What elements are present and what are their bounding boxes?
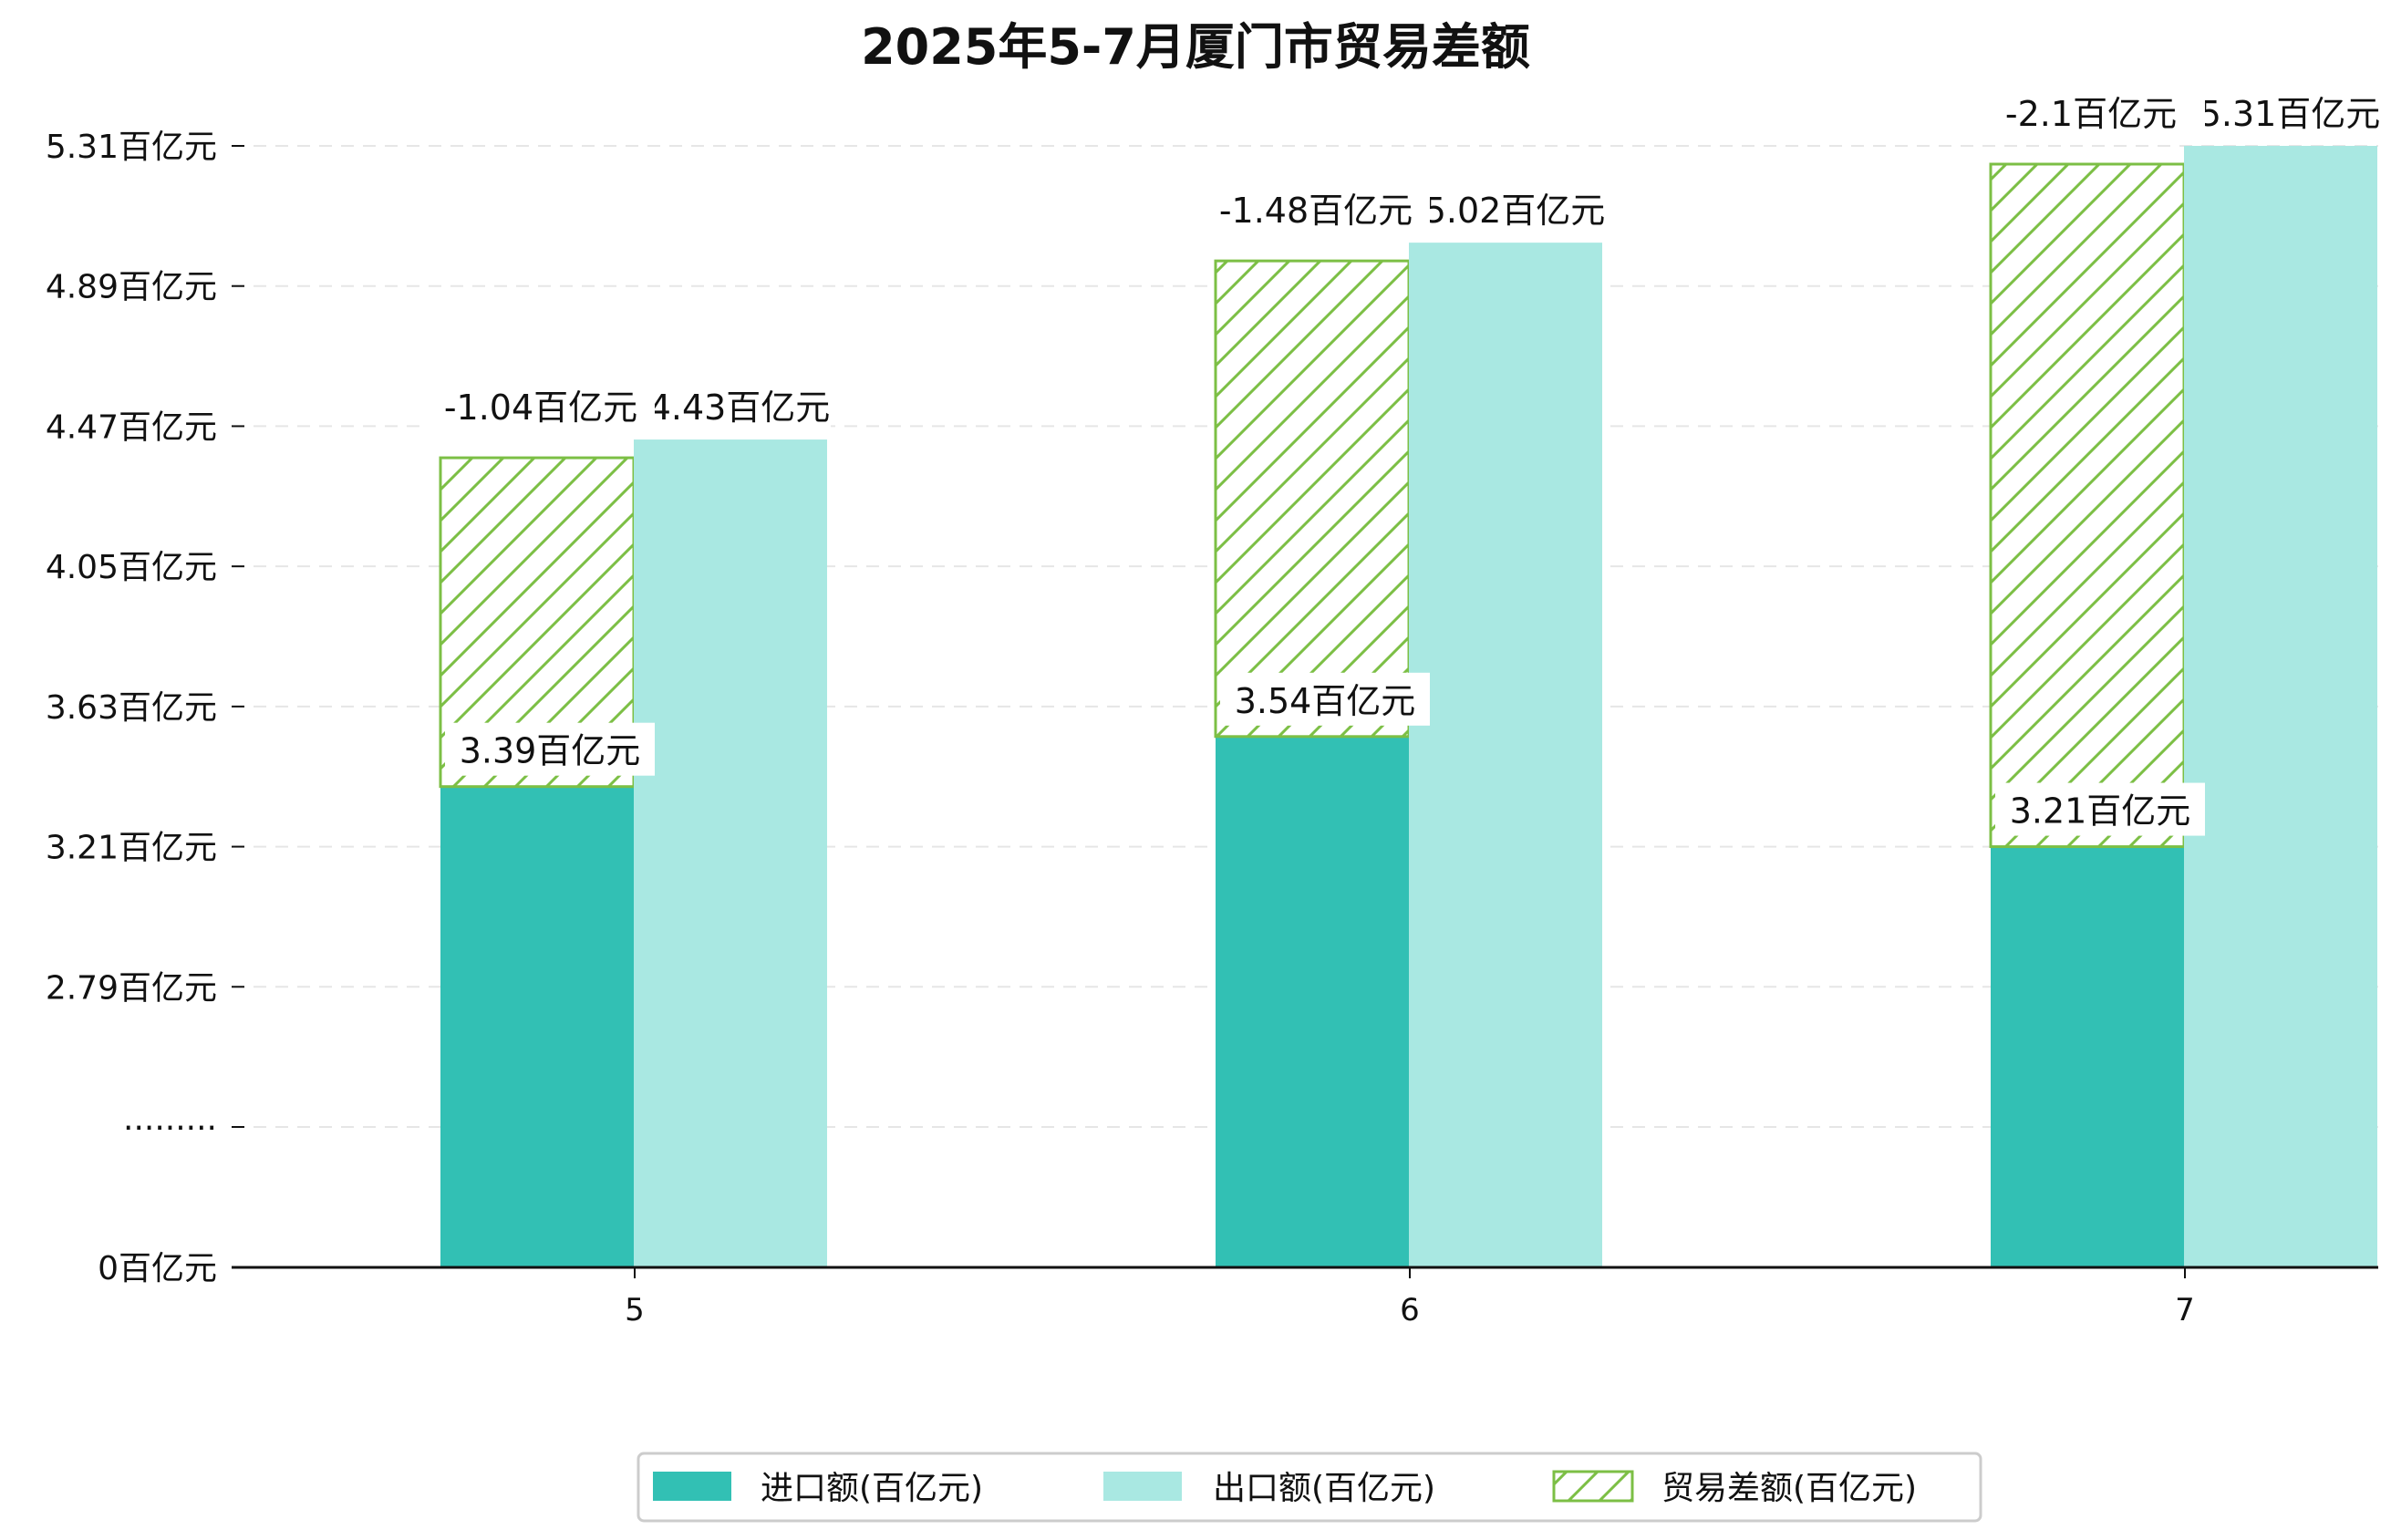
import-data-label: 3.54百亿元	[1235, 681, 1416, 721]
y-tick-label: 3.63百亿元	[46, 689, 217, 727]
y-tick-label: 2.79百亿元	[46, 969, 217, 1007]
import-data-label-box	[1995, 782, 2205, 836]
export-data-label-box	[2199, 86, 2381, 139]
y-tick-label: 4.47百亿元	[46, 408, 217, 446]
balance-data-label-box	[1202, 182, 1430, 236]
export-data-label: 5.31百亿元	[2200, 94, 2381, 134]
export-data-label: 4.43百亿元	[649, 388, 831, 428]
y-tick-label: 5.31百亿元	[46, 129, 217, 166]
x-tick-label: 5	[625, 1292, 645, 1328]
import-data-label: 3.39百亿元	[460, 731, 641, 771]
balance-data-label: -1.04百亿元	[444, 388, 637, 428]
axis-layer: 0百亿元 ········· 2.79百亿元 3.21百亿元 3.63百亿元 4.05百亿…	[46, 129, 2378, 1328]
legend-label: 出口额(百亿元)	[1213, 1470, 1435, 1507]
import-bar	[440, 786, 634, 1267]
legend-label: 贸易差额(百亿元)	[1661, 1470, 1917, 1507]
balance-data-label-box	[1977, 86, 2205, 139]
y-tick-label: 4.89百亿元	[46, 269, 217, 306]
import-bar	[1216, 736, 1409, 1267]
y-tick-label: 0百亿元	[98, 1250, 217, 1287]
balance-bar	[1214, 259, 1411, 739]
balance-bar	[1989, 162, 2186, 849]
import-bar	[1991, 846, 2184, 1267]
import-data-label-box	[1220, 672, 1430, 726]
y-tick-label: ·········	[123, 1110, 217, 1147]
export-data-label-box	[1423, 182, 1606, 236]
y-tick-label: 3.21百亿元	[46, 830, 217, 867]
legend: 进口额(百亿元) 出口额(百亿元) 贸易差额(百亿元)	[637, 1452, 1982, 1523]
export-bar	[634, 439, 827, 1268]
chart-title: 2025年5-7月厦门市贸易差额	[861, 18, 1530, 76]
export-bar	[2184, 146, 2377, 1267]
balance-data-label: -1.48百亿元	[1219, 191, 1413, 231]
label-layer: 4.43百亿元 -1.04百亿元 3.39百亿元 5.02百亿元 -1.48百亿元 3.5…	[427, 86, 2381, 836]
x-tick-label: 6	[1400, 1292, 1420, 1328]
import-data-label: 3.21百亿元	[2010, 791, 2191, 832]
legend-swatch	[1552, 1470, 1634, 1503]
y-tick-label: 4.05百亿元	[46, 549, 217, 586]
legend-label: 进口额(百亿元)	[761, 1470, 983, 1507]
x-tick-label: 7	[2175, 1292, 2195, 1328]
import-data-label-box	[445, 722, 655, 776]
legend-box	[637, 1452, 1982, 1523]
legend-swatch	[1103, 1472, 1182, 1501]
export-data-label: 5.02百亿元	[1424, 191, 1606, 231]
balance-data-label: -2.1百亿元	[2005, 94, 2177, 134]
export-bar	[1409, 243, 1602, 1268]
export-data-label-box	[648, 379, 831, 433]
balance-data-label-box	[427, 379, 655, 433]
legend-swatch	[653, 1472, 731, 1501]
